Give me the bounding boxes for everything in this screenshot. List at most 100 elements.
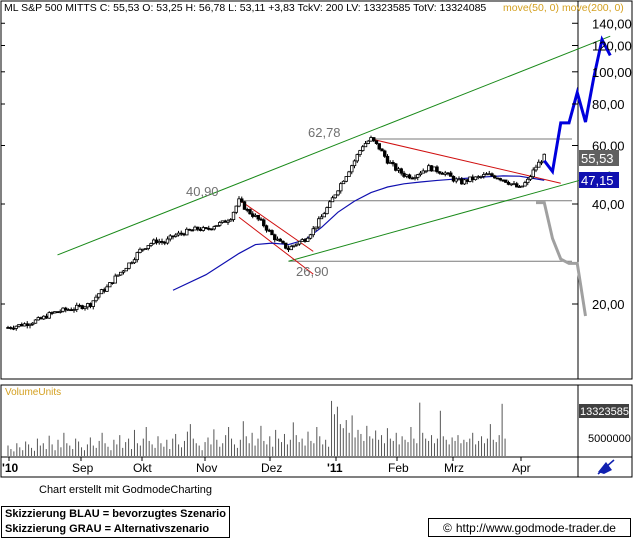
candle-body — [517, 186, 522, 188]
volume-panel-title: VolumeUnits — [5, 387, 61, 398]
candle-body — [275, 238, 280, 241]
candle-body — [152, 239, 156, 244]
candle-body — [328, 201, 332, 209]
candle-body — [339, 183, 343, 192]
moving-average-legend: move(50, 0) move(200, 0) — [503, 2, 624, 14]
candle-body — [77, 304, 82, 307]
candle-body — [185, 228, 189, 236]
candle-body — [270, 230, 274, 236]
candle-body — [127, 262, 131, 269]
candle-body — [141, 248, 145, 251]
candle-body — [163, 241, 167, 244]
candle-body — [391, 161, 395, 165]
candle-body — [209, 228, 214, 231]
candle-body — [314, 226, 318, 230]
candle-body — [465, 179, 469, 182]
candle-body — [292, 244, 296, 247]
website-url[interactable]: http://www.godmode-trader.de — [455, 521, 616, 535]
trendline-downtrend — [370, 138, 561, 184]
candle-body — [440, 172, 445, 175]
y-axis-tick-label: 80,00 — [592, 97, 625, 112]
candle-body — [47, 312, 51, 319]
candle-body — [322, 213, 326, 218]
candle-body — [28, 323, 32, 326]
x-axis-tick-label: Okt — [133, 461, 152, 475]
candle-body — [31, 322, 35, 325]
candle-body — [449, 172, 453, 177]
candle-body — [341, 180, 346, 185]
candle-body — [108, 282, 112, 288]
candle-body — [75, 304, 79, 310]
candle-body — [476, 176, 480, 179]
candle-body — [377, 143, 381, 150]
candle-body — [44, 315, 49, 319]
candle-body — [300, 239, 304, 242]
candle-body — [372, 137, 376, 142]
candle-body — [407, 174, 412, 179]
candle-body — [537, 161, 541, 168]
scenario-gray-path — [536, 201, 587, 317]
annotation-low: 26,90 — [296, 264, 329, 279]
candle-body — [176, 232, 181, 236]
x-axis-tick-label: '11 — [327, 461, 343, 475]
website-link[interactable]: © http://www.godmode-trader.de — [428, 518, 631, 537]
candle-body — [179, 232, 183, 235]
candle-body — [256, 214, 260, 220]
volume-axis-tick: 5000000 — [588, 433, 631, 445]
y-axis-tick-label: 120,00 — [592, 39, 632, 54]
candle-body — [248, 209, 252, 215]
annotation-nov-high: 40,90 — [186, 184, 219, 199]
candle-body — [347, 171, 351, 177]
candle-body — [138, 248, 142, 253]
candle-body — [253, 214, 258, 217]
candle-body — [201, 227, 205, 231]
candle-body — [264, 225, 269, 231]
candle-body — [237, 198, 241, 207]
candle-body — [363, 143, 368, 148]
candle-body — [374, 140, 379, 144]
candle-body — [240, 198, 244, 203]
candle-body — [369, 137, 373, 142]
candle-body — [42, 315, 46, 320]
candle-body — [242, 201, 247, 210]
candle-body — [435, 166, 439, 173]
x-axis-tick-label: '10 — [2, 461, 19, 475]
candle-body — [102, 289, 106, 292]
candle-body — [231, 211, 236, 221]
candle-body — [154, 239, 159, 244]
candle-body — [14, 325, 18, 329]
x-axis-tick-label: Sep — [72, 461, 94, 475]
candle-body — [110, 282, 115, 284]
x-axis-tick-label: Dez — [261, 461, 282, 475]
candle-body — [99, 289, 104, 295]
candle-body — [105, 286, 109, 292]
candle-body — [168, 235, 172, 240]
candle-body — [520, 185, 524, 188]
candle-body — [143, 248, 148, 250]
candle-body — [251, 213, 255, 217]
scenario-blue-path — [543, 35, 612, 176]
candle-body — [259, 218, 263, 221]
candle-body — [223, 220, 227, 223]
candle-body — [336, 190, 340, 196]
candle-body — [355, 154, 359, 162]
candle-body — [69, 309, 73, 312]
candle-body — [220, 220, 225, 223]
candle-body — [72, 309, 76, 311]
candle-body — [479, 175, 483, 178]
candle-body — [80, 305, 84, 310]
candle-body — [325, 207, 329, 215]
candle-body — [454, 178, 458, 182]
candle-body — [506, 181, 511, 185]
candle-body — [361, 146, 365, 151]
candle-body — [297, 240, 302, 245]
chart-tool-icon[interactable] — [597, 459, 615, 475]
candle-body — [245, 208, 249, 211]
ma-value-tag-bg — [579, 172, 619, 188]
candle-body — [130, 262, 134, 265]
candle-body — [330, 197, 335, 203]
y-axis-tick-label: 140,00 — [592, 16, 632, 31]
candle-body — [207, 227, 211, 230]
candle-body — [383, 150, 387, 157]
scenario-legend: Skizzierung BLAU = bevorzugtes Szenario … — [1, 506, 230, 538]
